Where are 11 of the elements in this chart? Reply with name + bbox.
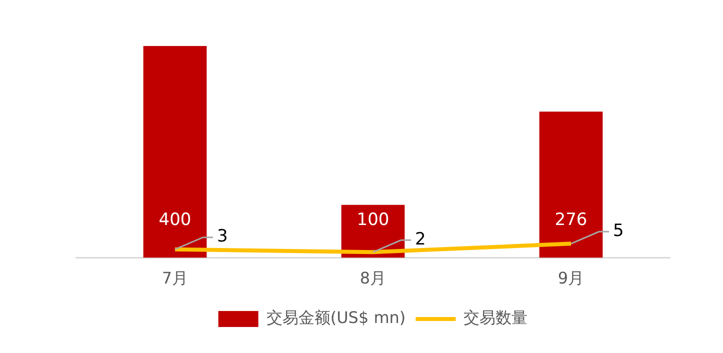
data-label: 400 — [158, 210, 192, 230]
data-label: 276 — [554, 210, 588, 230]
x-tick-label: 7月 — [162, 268, 188, 288]
data-label: 2 — [415, 230, 426, 250]
legend-label: 交易金额(US$ mn) — [266, 308, 406, 328]
x-tick-label: 9月 — [558, 268, 584, 288]
x-tick-label: 8月 — [360, 268, 386, 288]
data-label: 100 — [356, 210, 390, 230]
legend-label: 交易数量 — [464, 308, 528, 328]
data-label: 5 — [613, 221, 624, 242]
data-label: 3 — [217, 226, 228, 247]
